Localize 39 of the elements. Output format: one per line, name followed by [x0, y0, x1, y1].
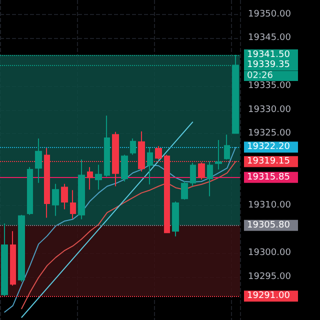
candlestick — [215, 139, 222, 170]
candlestick — [172, 201, 179, 237]
y-tick-label: 19345.00 — [248, 33, 292, 44]
y-tick-label: 19330.00 — [248, 104, 292, 115]
y-tick-label: 19300.00 — [248, 248, 292, 258]
candlestick — [27, 166, 33, 216]
candlestick — [35, 138, 42, 184]
ref-line-label: 19322.20 — [247, 142, 290, 152]
candlestick — [78, 159, 85, 220]
candlestick — [18, 214, 25, 282]
ref-line-label: 19291.00 — [247, 291, 290, 302]
y-tick-label: 19325.00 — [248, 128, 292, 139]
candlestick — [95, 164, 102, 190]
ref-line-label: 19319.15 — [247, 156, 290, 167]
candlestick — [52, 183, 59, 216]
ref-line-label: 19341.50 — [247, 50, 290, 60]
text: 02:26 — [244, 71, 298, 82]
candlestick — [104, 115, 110, 178]
candlestick — [224, 134, 230, 160]
y-tick-label: 19350.00 — [248, 9, 292, 20]
candlestick — [147, 146, 153, 185]
candlestick — [121, 154, 128, 182]
line-series — [20, 160, 236, 310]
candlestick — [190, 162, 196, 187]
ref-line-label: 19339.35 — [247, 60, 290, 70]
candlestick — [10, 230, 16, 286]
candlestick — [130, 138, 136, 156]
ref-line-label: 19315.85 — [247, 172, 290, 182]
line-series — [4, 146, 236, 313]
ref-line-label: 19305.80 — [247, 220, 290, 230]
y-tick-label: 19295.00 — [248, 272, 292, 282]
candlestick — [207, 160, 213, 197]
candlestick — [87, 166, 93, 190]
y-tick-label: 19335.00 — [248, 80, 292, 91]
candlestick — [1, 223, 8, 297]
candlestick — [70, 190, 76, 220]
candlestick — [181, 180, 188, 200]
candlestick — [61, 183, 68, 210]
y-tick-label: 19310.00 — [248, 200, 292, 210]
